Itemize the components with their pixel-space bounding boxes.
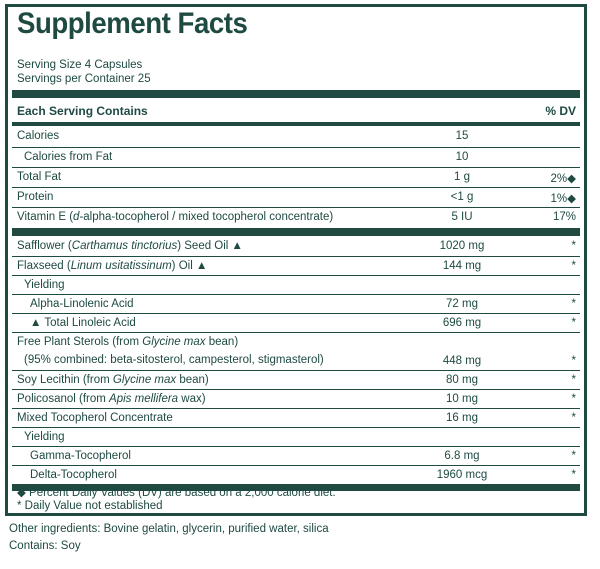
ingredient-name: ▲ Total Linoleic Acid — [30, 317, 136, 329]
nutrient-amount: 5 IU — [451, 211, 473, 223]
other-ingredients: Other ingredients: Bovine gelatin, glyce… — [9, 523, 329, 535]
ingredient-row: Flaxseed (Linum usitatissinum) Oil ▲ 144… — [12, 256, 580, 276]
nutrient-dv: 17% — [552, 211, 576, 223]
thick-rule-bottom — [12, 484, 580, 491]
ingredient-row: ▲ Total Linoleic Acid 696 mg * — [12, 313, 580, 333]
header-left: Each Serving Contains — [17, 104, 148, 118]
ingredient-name: Delta-Tocopherol — [30, 469, 117, 481]
nutrient-dv: 2%◆ — [550, 173, 576, 185]
ingredient-row: Soy Lecithin (from Glycine max bean) 80 … — [12, 370, 580, 390]
ingredient-amount: 6.8 mg — [444, 450, 480, 462]
nutrient-name: Vitamin E (d-alpha-tocopherol / mixed to… — [17, 211, 334, 223]
ingredient-name: Free Plant Sterols (from Glycine max bea… — [17, 336, 239, 348]
thick-rule-middle — [12, 228, 580, 236]
ingredient-row: Yielding — [12, 427, 580, 447]
ingredient-row: Yielding — [12, 275, 580, 295]
ingredient-amount: 80 mg — [446, 374, 478, 386]
ingredient-amount: 696 mg — [442, 317, 482, 329]
thick-rule-top — [12, 90, 580, 98]
ingredient-row: Safflower (Carthamus tinctorius) Seed Oi… — [12, 237, 580, 256]
ingredient-amount: 448 mg — [442, 355, 482, 367]
ingredient-name: Soy Lecithin (from Glycine max bean) — [17, 374, 209, 386]
supplement-facts-panel: Supplement Facts Serving Size 4 Capsules… — [5, 4, 587, 516]
ingredient-amount: 144 mg — [442, 260, 482, 272]
ingredient-name: Yielding — [24, 431, 65, 443]
ingredient-row: Alpha-Linolenic Acid 72 mg * — [12, 294, 580, 314]
nutrient-row: Calories 15 — [12, 127, 580, 146]
nutrient-amount: <1 g — [450, 191, 474, 203]
nutrient-row: Total Fat 1 g 2%◆ — [12, 167, 580, 187]
nutrient-dv: 1%◆ — [550, 193, 576, 205]
ingredient-name: Flaxseed (Linum usitatissinum) Oil ▲ — [17, 260, 208, 272]
servings-per-container: Servings per Container 25 — [17, 73, 151, 85]
nutrient-name: Calories from Fat — [24, 151, 113, 163]
footnote-not-established: * Daily Value not established — [17, 500, 163, 512]
column-header-row: Each Serving Contains % DV — [12, 101, 580, 120]
ingredient-name: Gamma-Tocopherol — [30, 450, 131, 462]
serving-size: Serving Size 4 Capsules — [17, 59, 143, 71]
ingredient-dv: * — [571, 355, 576, 367]
ingredient-dv: * — [571, 317, 576, 329]
ingredient-dv: * — [571, 393, 576, 405]
nutrient-name: Protein — [17, 191, 54, 203]
nutrient-name: Total Fat — [17, 171, 62, 183]
nutrient-row: Vitamin E (d-alpha-tocopherol / mixed to… — [12, 207, 580, 227]
ingredient-dv: * — [571, 298, 576, 310]
ingredient-amount: 1960 mcg — [436, 469, 488, 481]
ingredient-amount: 16 mg — [446, 412, 478, 424]
ingredient-name: Mixed Tocopherol Concentrate — [17, 412, 173, 424]
ingredient-row: Delta-Tocopherol 1960 mcg * — [12, 465, 580, 485]
ingredient-name: Safflower (Carthamus tinctorius) Seed Oi… — [17, 240, 243, 252]
medium-rule — [12, 122, 580, 126]
nutrient-row: Protein <1 g 1%◆ — [12, 187, 580, 207]
footnote-dv: ◆ Percent Daily Values (DV) are based on… — [17, 487, 336, 499]
nutrient-amount: 1 g — [454, 171, 470, 183]
nutrient-amount: 15 — [455, 130, 469, 142]
ingredient-dv: * — [571, 412, 576, 424]
ingredient-name: Yielding — [24, 279, 65, 291]
ingredient-row: Policosanol (from Apis mellifera wax) 10… — [12, 389, 580, 409]
contains-allergen: Contains: Soy — [9, 540, 81, 552]
ingredient-dv: * — [571, 240, 576, 252]
nutrient-name: Calories — [17, 130, 60, 142]
header-right: % DV — [545, 104, 576, 118]
ingredient-amount: 1020 mg — [439, 240, 485, 252]
panel-title: Supplement Facts — [17, 7, 248, 40]
ingredient-name: Alpha-Linolenic Acid — [30, 298, 134, 310]
ingredient-amount: 10 mg — [446, 393, 478, 405]
ingredient-dv: * — [571, 469, 576, 481]
ingredient-name: Policosanol (from Apis mellifera wax) — [17, 393, 206, 405]
ingredient-amount: 72 mg — [446, 298, 478, 310]
ingredient-name-line2: (95% combined: beta-sitosterol, campeste… — [24, 354, 324, 366]
nutrient-row: Calories from Fat 10 — [12, 147, 580, 167]
ingredient-dv: * — [571, 260, 576, 272]
ingredient-dv: * — [571, 374, 576, 386]
ingredient-row: Mixed Tocopherol Concentrate 16 mg * — [12, 408, 580, 428]
ingredient-row: Gamma-Tocopherol 6.8 mg * — [12, 446, 580, 466]
nutrient-amount: 10 — [455, 151, 469, 163]
ingredient-dv: * — [571, 450, 576, 462]
ingredient-row: Free Plant Sterols (from Glycine max bea… — [12, 332, 580, 371]
